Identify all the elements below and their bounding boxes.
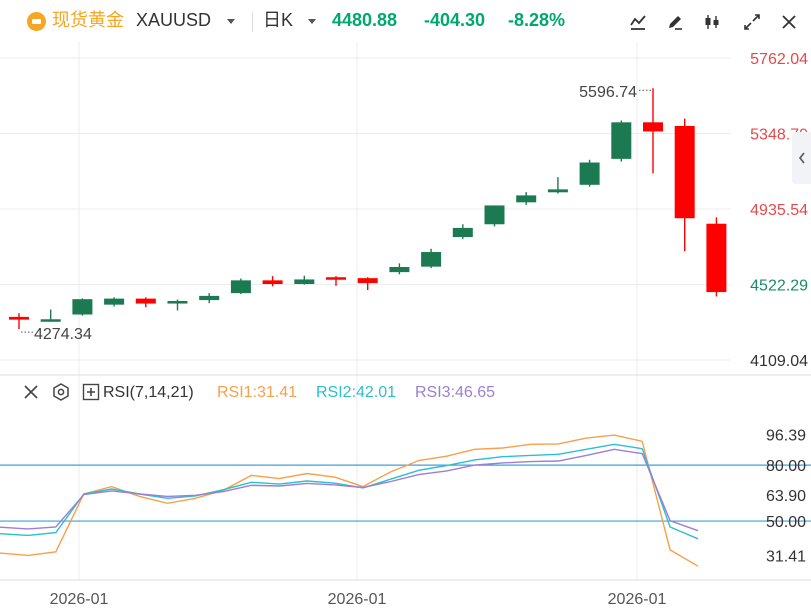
rsi-axis-label: 50.00 <box>766 514 806 531</box>
close-button[interactable] <box>774 8 804 36</box>
last-price: 4480.88 <box>332 10 398 30</box>
chevron-left-icon <box>798 152 805 164</box>
draw-pen-icon <box>669 16 682 30</box>
close-icon <box>782 15 796 29</box>
price-change-percent: -8.28% <box>508 10 566 30</box>
candle-body <box>706 223 727 293</box>
max-price-annotation: 5596.74 <box>579 84 637 101</box>
draw-tool-button[interactable] <box>660 8 690 36</box>
candle-body <box>230 280 251 294</box>
add-indicator-button[interactable] <box>81 382 101 402</box>
candle-body <box>9 316 29 320</box>
rsi-axis-label: 96.39 <box>766 428 806 445</box>
indicator-settings-button[interactable] <box>51 382 71 402</box>
candle-body <box>357 278 378 284</box>
candle-body <box>135 298 156 304</box>
rsi-series-line-3 <box>0 448 699 532</box>
rsi-series-line-1 <box>0 434 699 567</box>
candlestick-icon <box>705 15 719 29</box>
rsi-axis-label: 63.90 <box>766 488 806 505</box>
candle-body <box>547 189 568 193</box>
x-axis-date-label: 2026-01 <box>50 591 109 608</box>
line-chart-button[interactable] <box>623 8 653 36</box>
instrument-name[interactable]: 现货黄金 <box>52 10 124 30</box>
candle-body <box>199 295 220 301</box>
candle-body <box>104 298 125 305</box>
candle-body <box>611 122 632 159</box>
candle-body <box>262 280 283 285</box>
candle-body <box>421 252 442 267</box>
candle-body <box>674 125 695 219</box>
expand-button[interactable] <box>737 8 767 36</box>
chart-header: 现货黄金 XAUUSD 日K 4480.88 -404.30 -8.28% <box>0 0 811 42</box>
candle-body <box>643 122 663 132</box>
candle-body <box>516 195 537 203</box>
price-change: -404.30 <box>424 10 486 30</box>
gear-icon <box>53 383 69 401</box>
candle-body <box>389 267 410 273</box>
price-axis-label: 4522.29 <box>750 278 808 295</box>
candlestick-button[interactable] <box>697 8 727 36</box>
min-price-annotation: 4274.34 <box>34 326 92 343</box>
header-divider <box>252 12 253 32</box>
plus-box-icon <box>82 383 100 401</box>
price-axis-label: 4935.54 <box>750 202 808 219</box>
x-axis-date-label: 2026-01 <box>328 591 387 608</box>
price-axis-label: 5762.04 <box>750 51 808 68</box>
candle-body <box>40 319 61 322</box>
period-selector[interactable]: 日K <box>263 10 294 30</box>
candle-body <box>294 279 315 285</box>
candle-body <box>72 299 93 315</box>
gold-logo-icon <box>27 12 46 31</box>
close-icon <box>24 385 38 399</box>
side-panel-toggle[interactable] <box>792 132 811 184</box>
candle-body <box>167 300 188 304</box>
rsi-axis-label: 80.00 <box>766 458 806 475</box>
candle-body <box>484 205 505 225</box>
rsi-axis-label: 31.41 <box>766 549 806 566</box>
remove-indicator-button[interactable] <box>21 382 41 402</box>
chevron-down-icon[interactable] <box>227 19 235 24</box>
candle-body <box>452 227 473 238</box>
expand-icon <box>744 14 760 30</box>
instrument-symbol[interactable]: XAUUSD <box>136 10 212 30</box>
candle-body <box>326 277 346 280</box>
rsi1-legend: RSI1:31.41 <box>217 384 298 401</box>
price-axis-label: 4109.04 <box>750 353 808 370</box>
x-axis-date-label: 2026-01 <box>608 591 667 608</box>
rsi-indicator-title[interactable]: RSI(7,14,21) <box>103 384 194 401</box>
candle-body <box>579 162 600 185</box>
chevron-down-icon[interactable] <box>308 19 316 24</box>
rsi3-legend: RSI3:46.65 <box>415 384 496 401</box>
rsi2-legend: RSI2:42.01 <box>316 384 397 401</box>
rsi-legend: RSI(7,14,21) RSI1:31.41 RSI2:42.01 RSI3:… <box>0 378 811 406</box>
line-chart-icon <box>630 15 646 30</box>
